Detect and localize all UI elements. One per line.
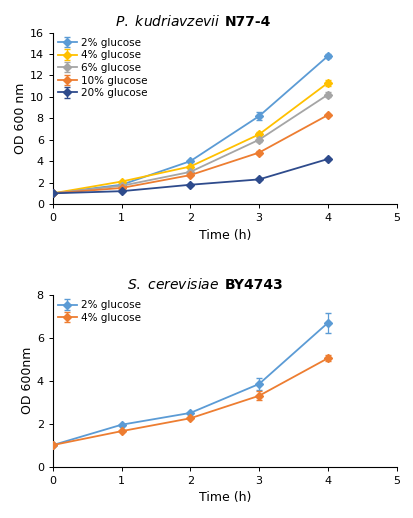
Y-axis label: OD 600 nm: OD 600 nm (14, 82, 27, 154)
X-axis label: Time (h): Time (h) (198, 491, 250, 504)
X-axis label: Time (h): Time (h) (198, 228, 250, 241)
Legend: 2% glucose, 4% glucose: 2% glucose, 4% glucose (56, 298, 142, 325)
Text: BY4743: BY4743 (224, 278, 283, 292)
Y-axis label: OD 600nm: OD 600nm (21, 347, 34, 414)
Text: $\it{P.\ kudriavzevii}$: $\it{P.\ kudriavzevii}$ (114, 14, 224, 29)
Text: N77-4: N77-4 (224, 15, 271, 29)
Text: $\it{S.\ cerevisiae}$: $\it{S.\ cerevisiae}$ (127, 277, 224, 292)
Legend: 2% glucose, 4% glucose, 6% glucose, 10% glucose, 20% glucose: 2% glucose, 4% glucose, 6% glucose, 10% … (56, 36, 149, 100)
